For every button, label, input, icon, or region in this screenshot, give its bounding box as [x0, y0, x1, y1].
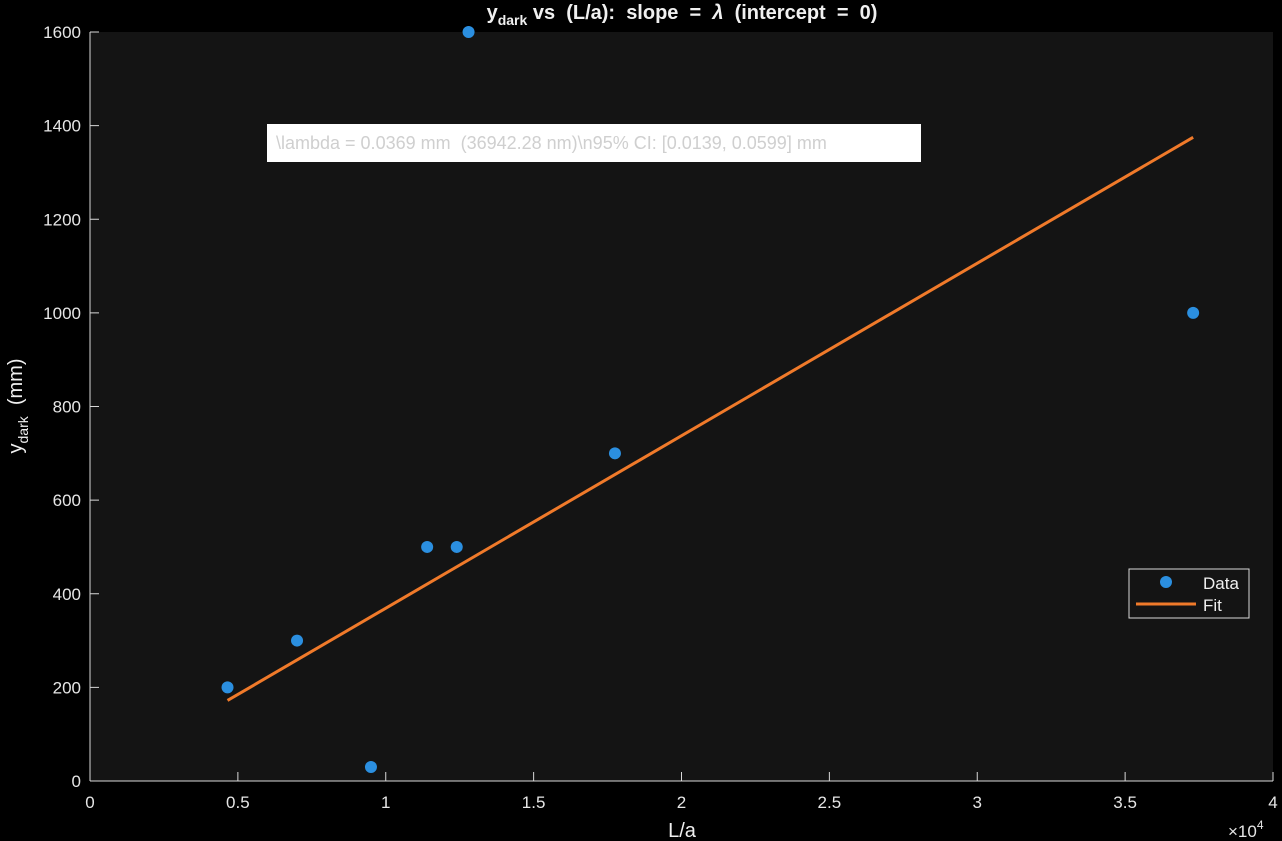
x-tick-label: 2 — [677, 793, 686, 812]
x-tick-label: 0 — [85, 793, 94, 812]
annotation-box: \lambda = 0.0369 mm (36942.28 nm)\n95% C… — [267, 124, 921, 162]
data-point — [462, 26, 475, 38]
y-tick-label: 1200 — [43, 210, 81, 229]
y-tick-label: 1600 — [43, 23, 81, 42]
data-point — [364, 760, 377, 773]
data-point — [1187, 306, 1200, 319]
y-tick-label: 600 — [53, 491, 81, 510]
x-tick-label: 0.5 — [226, 793, 250, 812]
y-axis-label: ydark (mm) — [5, 359, 31, 454]
x-ticks: 0 0.5 1 1.5 2 2.5 3 3.5 4 — [85, 772, 1278, 812]
data-point — [608, 447, 621, 460]
legend: Data Fit — [1128, 568, 1250, 619]
legend-box — [1128, 568, 1250, 619]
x-tick-label: 1 — [381, 793, 390, 812]
y-tick-label: 0 — [72, 772, 81, 791]
y-ticks: 0 200 400 600 800 1000 1200 1400 1600 — [43, 23, 99, 791]
chart-title: ydark vs (L/a): slope = λ (intercept = 0… — [487, 2, 878, 28]
series-layer — [221, 26, 1200, 773]
data-point — [421, 540, 434, 553]
y-tick-label: 200 — [53, 678, 81, 697]
annotation-background — [267, 124, 921, 162]
x-tick-label: 4 — [1268, 793, 1277, 812]
x-axis-label: L/a — [668, 820, 697, 841]
y-tick-label: 400 — [53, 585, 81, 604]
data-point — [291, 634, 304, 647]
x-tick-label: 2.5 — [818, 793, 842, 812]
legend-data-marker — [1160, 576, 1172, 588]
x-tick-label: 1.5 — [522, 793, 546, 812]
fit-line — [226, 136, 1194, 702]
x-exponent-label: ×104 — [1228, 818, 1264, 841]
y-tick-label: 800 — [53, 398, 81, 417]
annotation-text: \lambda = 0.0369 mm (36942.28 nm)\n95% C… — [276, 133, 827, 153]
legend-label-fit: Fit — [1203, 596, 1222, 615]
data-point — [221, 681, 234, 694]
y-tick-label: 1400 — [43, 117, 81, 136]
x-tick-label: 3.5 — [1113, 793, 1137, 812]
legend-label-data: Data — [1203, 574, 1239, 593]
x-tick-label: 3 — [973, 793, 982, 812]
data-point — [450, 540, 463, 553]
y-tick-label: 1000 — [43, 304, 81, 323]
